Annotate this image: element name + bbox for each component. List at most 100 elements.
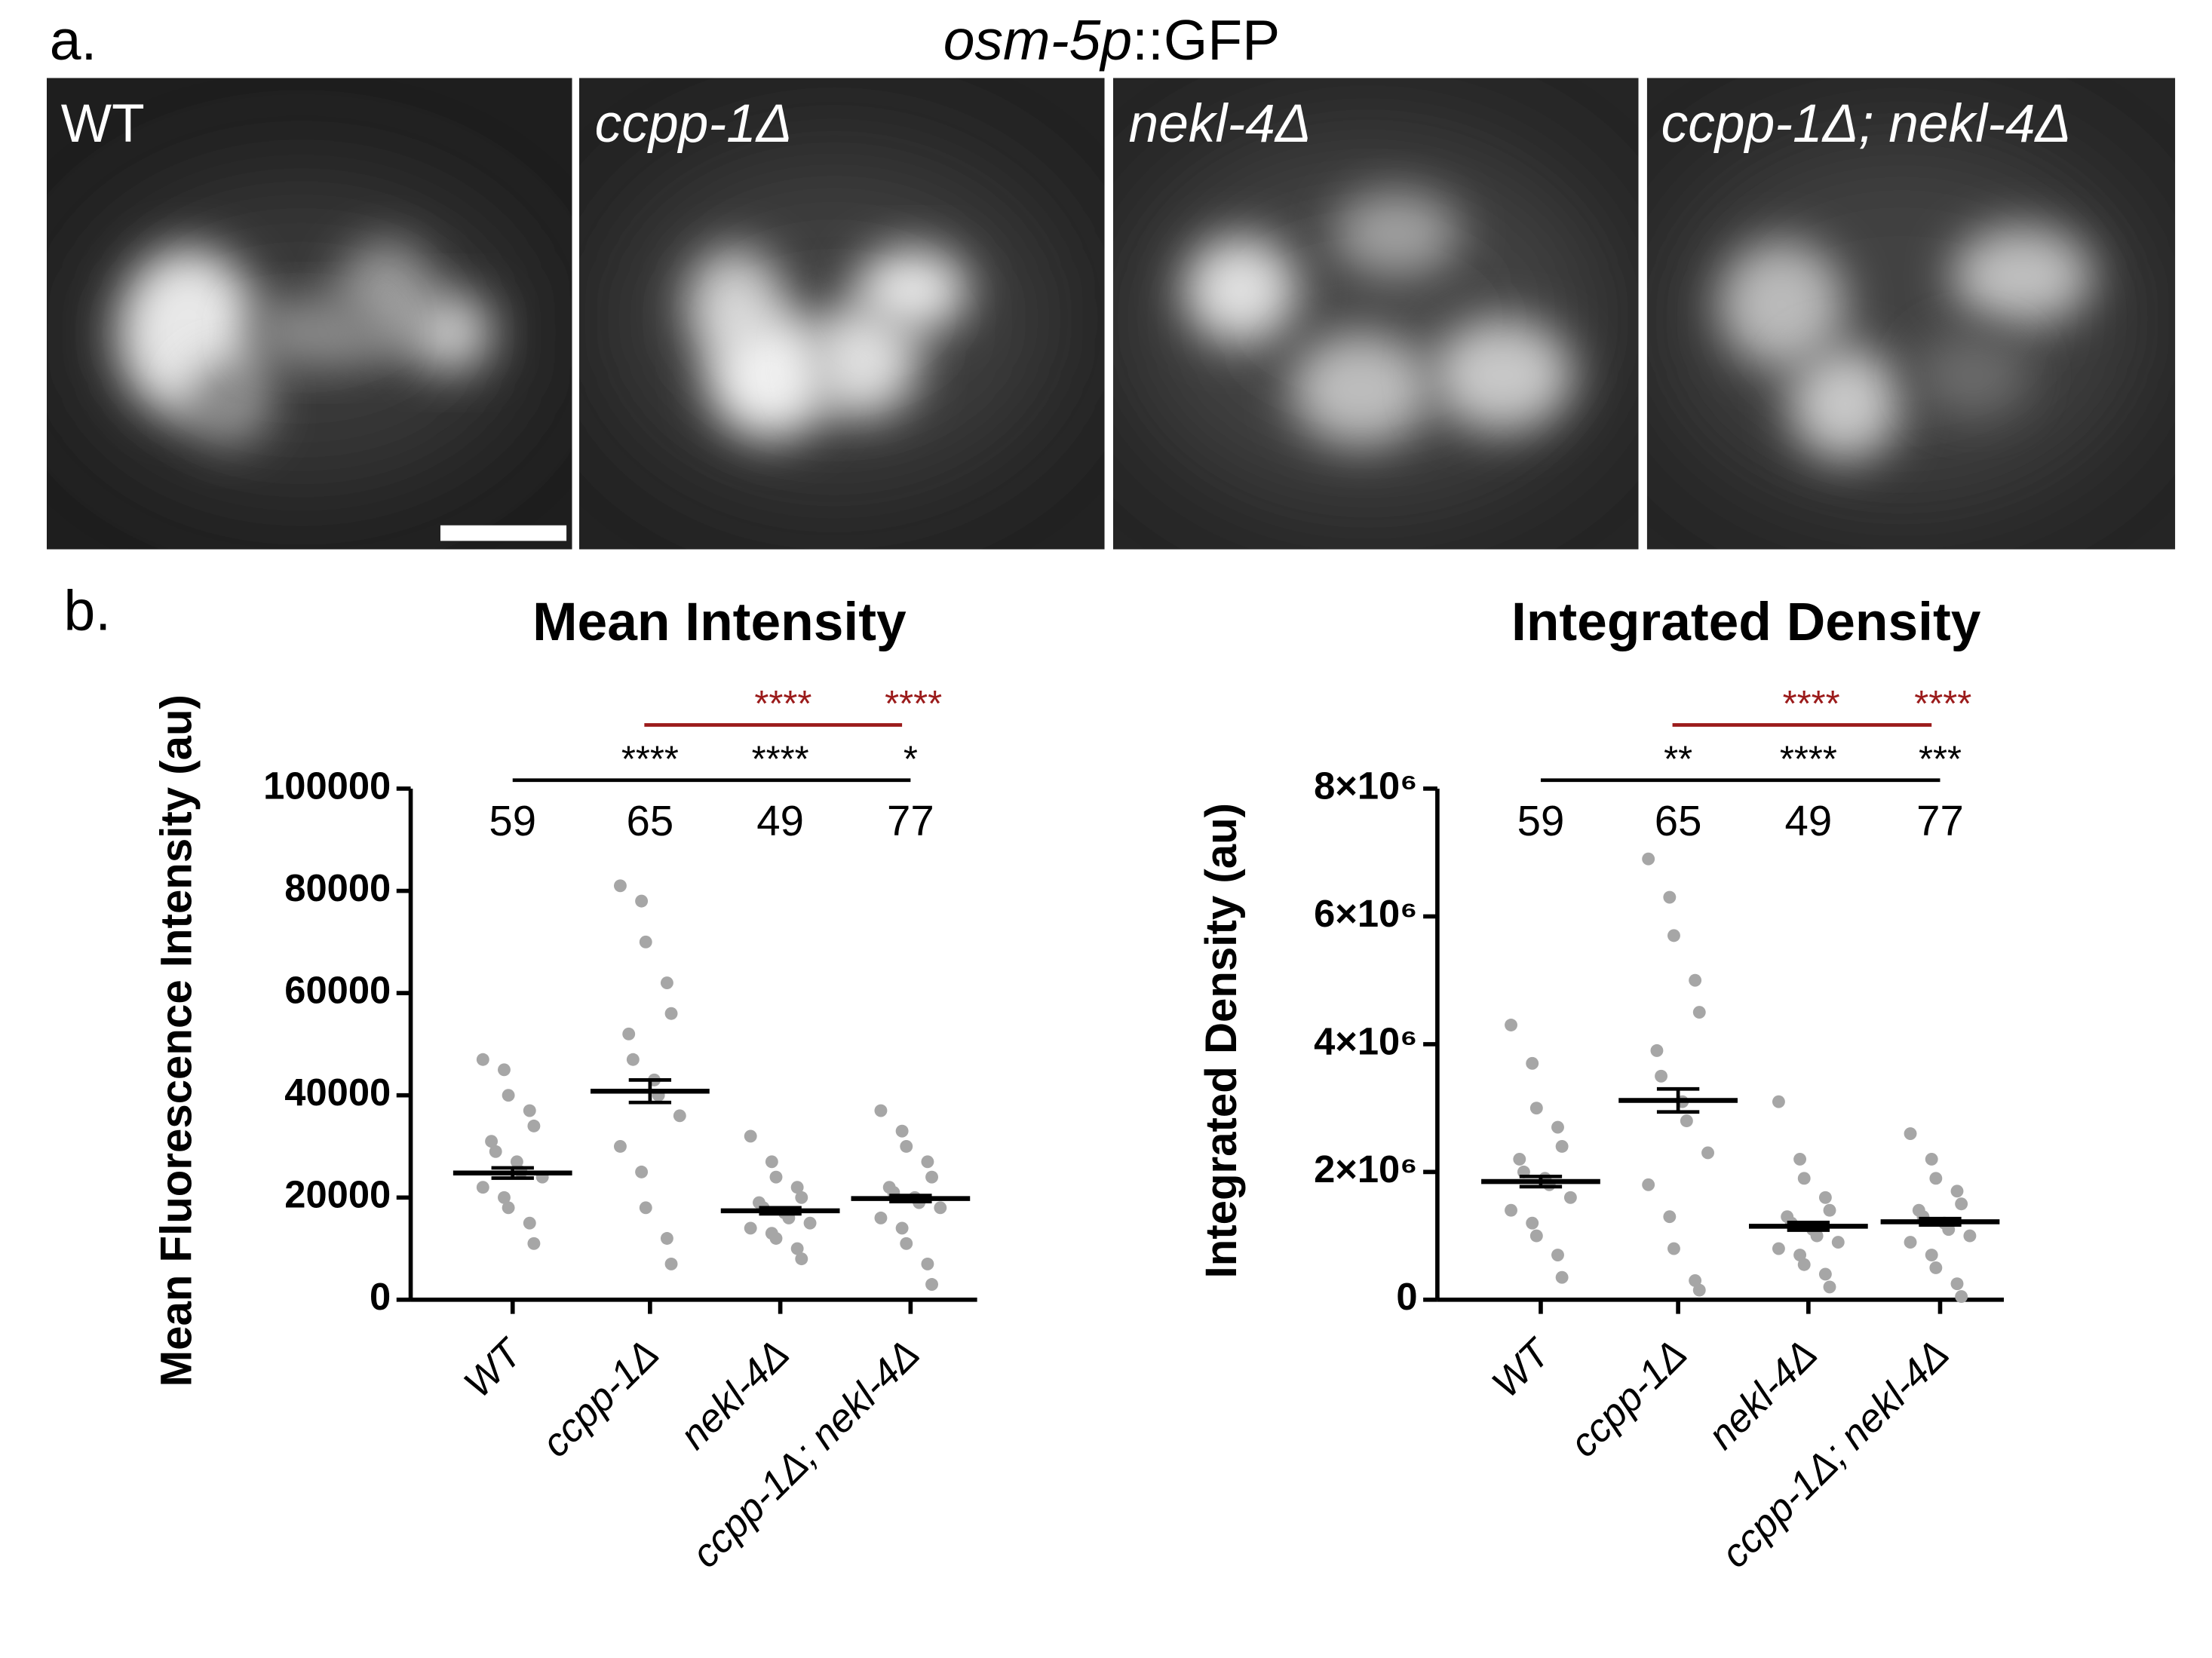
- data-point: [790, 1242, 804, 1255]
- data-point: [1929, 1261, 1943, 1274]
- y-axis-label: Mean Fluorescence Intensity (au): [152, 694, 201, 1387]
- significance-label: ****: [1780, 739, 1837, 780]
- n-label: 59: [1517, 797, 1565, 844]
- data-point: [660, 1232, 673, 1245]
- data-point: [1513, 1152, 1526, 1166]
- data-point: [1797, 1258, 1811, 1271]
- data-point: [1563, 1191, 1577, 1204]
- error-bar: [628, 1078, 672, 1105]
- data-point: [921, 1257, 934, 1270]
- data-point: [1925, 1249, 1938, 1261]
- data-point: [790, 1181, 804, 1194]
- data-point: [1529, 1102, 1543, 1115]
- data-point: [485, 1135, 499, 1148]
- data-point: [1797, 1172, 1811, 1185]
- image-label: nekl-4Δ: [1129, 93, 1312, 154]
- y-tick-label: 2×10⁶: [1314, 1148, 1418, 1191]
- error-bar: [1919, 1216, 1962, 1227]
- data-point: [1529, 1229, 1543, 1243]
- n-label: 77: [1916, 797, 1964, 844]
- data-point: [744, 1129, 757, 1143]
- chart-title: Mean Intensity: [532, 592, 907, 652]
- y-tick-label: 4×10⁶: [1314, 1019, 1418, 1062]
- data-point: [925, 1170, 938, 1184]
- y-tick-label: 8×10⁶: [1314, 764, 1418, 807]
- data-point: [1772, 1095, 1785, 1108]
- data-point: [1818, 1267, 1832, 1281]
- data-point: [498, 1063, 511, 1077]
- data-point: [1663, 890, 1677, 904]
- significance-label: ****: [752, 739, 809, 780]
- data-point: [1904, 1236, 1917, 1249]
- data-point: [765, 1155, 778, 1169]
- x-tick-label: ccpp-1Δ; nekl-4Δ: [683, 1332, 928, 1577]
- data-point: [795, 1191, 808, 1204]
- y-tick-label: 100000: [263, 764, 391, 807]
- data-point: [803, 1216, 817, 1230]
- y-tick-label: 60000: [284, 969, 391, 1012]
- data-point: [1505, 1203, 1517, 1217]
- data-point: [895, 1124, 909, 1138]
- x-tick-label: ccpp-1Δ: [1561, 1332, 1695, 1466]
- y-tick-label: 0: [1396, 1275, 1417, 1318]
- data-point: [1810, 1229, 1824, 1243]
- data-point: [626, 1053, 640, 1066]
- data-point: [1650, 1044, 1664, 1057]
- x-tick-label: nekl-4Δ: [1699, 1332, 1826, 1458]
- data-point: [1793, 1249, 1807, 1261]
- data-point: [476, 1053, 489, 1066]
- error-bar: [1519, 1174, 1563, 1189]
- data-point: [1823, 1280, 1836, 1294]
- significance-label: ****: [1914, 684, 1971, 725]
- data-point: [1642, 852, 1655, 866]
- data-point: [1667, 929, 1680, 942]
- data-point: [874, 1104, 888, 1117]
- data-point: [673, 1109, 686, 1123]
- y-tick-label: 20000: [284, 1173, 391, 1216]
- data-point: [639, 1201, 652, 1215]
- data-point: [934, 1201, 947, 1215]
- data-point: [1689, 973, 1702, 987]
- data-point: [527, 1119, 541, 1132]
- image-label: WT: [61, 93, 145, 154]
- significance-label: **: [1664, 739, 1692, 780]
- data-point: [1963, 1229, 1977, 1243]
- significance-label: *: [904, 739, 918, 780]
- data-point: [1950, 1277, 1964, 1291]
- data-point: [1642, 1178, 1655, 1191]
- data-point: [502, 1089, 515, 1102]
- data-point: [510, 1155, 523, 1169]
- data-point: [1655, 1069, 1668, 1083]
- x-tick-label: WT: [1483, 1329, 1560, 1406]
- data-point: [1526, 1216, 1539, 1230]
- data-point: [498, 1191, 511, 1204]
- title-part: ::GFP: [1132, 8, 1280, 72]
- data-point: [622, 1027, 636, 1040]
- data-point: [1904, 1127, 1917, 1140]
- error-bar: [759, 1206, 802, 1216]
- data-point: [1955, 1197, 1968, 1211]
- data-point: [1551, 1120, 1564, 1134]
- data-point: [1818, 1191, 1832, 1204]
- x-tick-label: ccpp-1Δ: [533, 1332, 667, 1466]
- data-point: [769, 1232, 783, 1245]
- data-point: [1823, 1203, 1836, 1217]
- n-label: 49: [756, 797, 804, 844]
- data-point: [1925, 1152, 1938, 1166]
- data-point: [744, 1221, 757, 1235]
- error-bar: [1787, 1220, 1830, 1232]
- data-point: [664, 1257, 678, 1270]
- data-point: [1692, 1006, 1706, 1019]
- y-tick-label: 40000: [284, 1071, 391, 1114]
- data-point: [900, 1237, 913, 1250]
- title-part: osm-5p: [943, 8, 1132, 72]
- data-point: [476, 1181, 489, 1194]
- error-bar: [889, 1194, 932, 1204]
- scale-bar: [440, 525, 567, 541]
- significance-label: ***: [1919, 739, 1962, 780]
- data-point: [523, 1216, 536, 1230]
- data-point: [925, 1278, 938, 1291]
- data-point: [1772, 1242, 1785, 1255]
- chart-title: Integrated Density: [1511, 592, 1981, 652]
